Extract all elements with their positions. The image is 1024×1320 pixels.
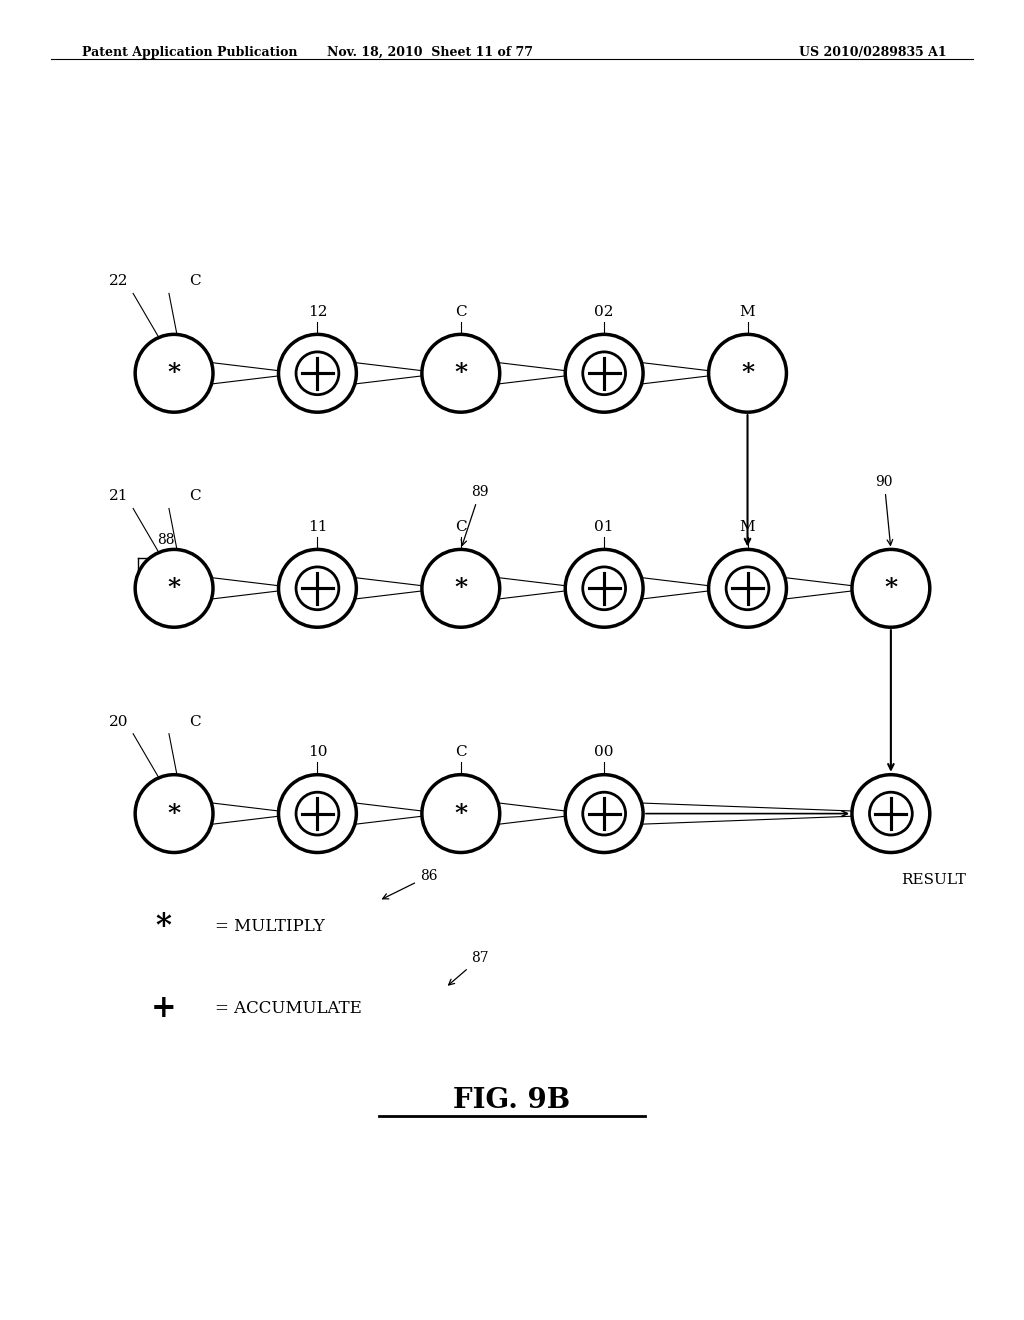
Text: M: M xyxy=(739,305,756,319)
Circle shape xyxy=(852,775,930,853)
Circle shape xyxy=(422,334,500,412)
Text: RESULT: RESULT xyxy=(901,873,966,887)
Circle shape xyxy=(852,549,930,627)
Circle shape xyxy=(565,334,643,412)
Text: FIG. 9B: FIG. 9B xyxy=(454,1086,570,1114)
Text: C: C xyxy=(455,746,467,759)
Text: *: * xyxy=(741,362,754,385)
Text: *: * xyxy=(156,911,172,941)
Text: 20: 20 xyxy=(109,714,128,729)
Text: C: C xyxy=(189,490,201,503)
Text: 21: 21 xyxy=(109,490,128,503)
Text: M: M xyxy=(739,520,756,535)
Text: 88: 88 xyxy=(157,533,174,548)
Text: C: C xyxy=(189,714,201,729)
Text: *: * xyxy=(455,801,467,825)
Circle shape xyxy=(135,775,213,853)
Text: 01: 01 xyxy=(594,520,614,535)
Text: *: * xyxy=(168,801,180,825)
Text: = MULTIPLY: = MULTIPLY xyxy=(215,917,325,935)
Circle shape xyxy=(279,775,356,853)
Text: *: * xyxy=(168,362,180,385)
Text: *: * xyxy=(455,577,467,601)
Text: 00: 00 xyxy=(594,746,614,759)
Text: = ACCUMULATE: = ACCUMULATE xyxy=(215,999,361,1016)
Circle shape xyxy=(422,549,500,627)
Circle shape xyxy=(135,334,213,412)
Circle shape xyxy=(135,549,213,627)
Text: *: * xyxy=(168,577,180,601)
Text: Patent Application Publication: Patent Application Publication xyxy=(82,46,297,59)
Text: Nov. 18, 2010  Sheet 11 of 77: Nov. 18, 2010 Sheet 11 of 77 xyxy=(327,46,534,59)
Circle shape xyxy=(709,549,786,627)
Circle shape xyxy=(565,775,643,853)
Text: C: C xyxy=(455,305,467,319)
Circle shape xyxy=(279,334,356,412)
Text: *: * xyxy=(885,577,897,601)
Text: C: C xyxy=(189,275,201,288)
Circle shape xyxy=(422,775,500,853)
Text: 10: 10 xyxy=(307,746,328,759)
Circle shape xyxy=(565,549,643,627)
Text: +: + xyxy=(151,993,177,1024)
Text: 87: 87 xyxy=(449,952,488,985)
Text: 90: 90 xyxy=(876,475,893,545)
Text: US 2010/0289835 A1: US 2010/0289835 A1 xyxy=(799,46,946,59)
Text: 22: 22 xyxy=(109,275,128,288)
Text: 86: 86 xyxy=(383,869,437,899)
Text: 02: 02 xyxy=(594,305,614,319)
Circle shape xyxy=(279,549,356,627)
Text: 12: 12 xyxy=(307,305,328,319)
Text: 89: 89 xyxy=(461,486,488,545)
Text: *: * xyxy=(455,362,467,385)
Text: 11: 11 xyxy=(307,520,328,535)
Circle shape xyxy=(709,334,786,412)
Text: C: C xyxy=(455,520,467,535)
